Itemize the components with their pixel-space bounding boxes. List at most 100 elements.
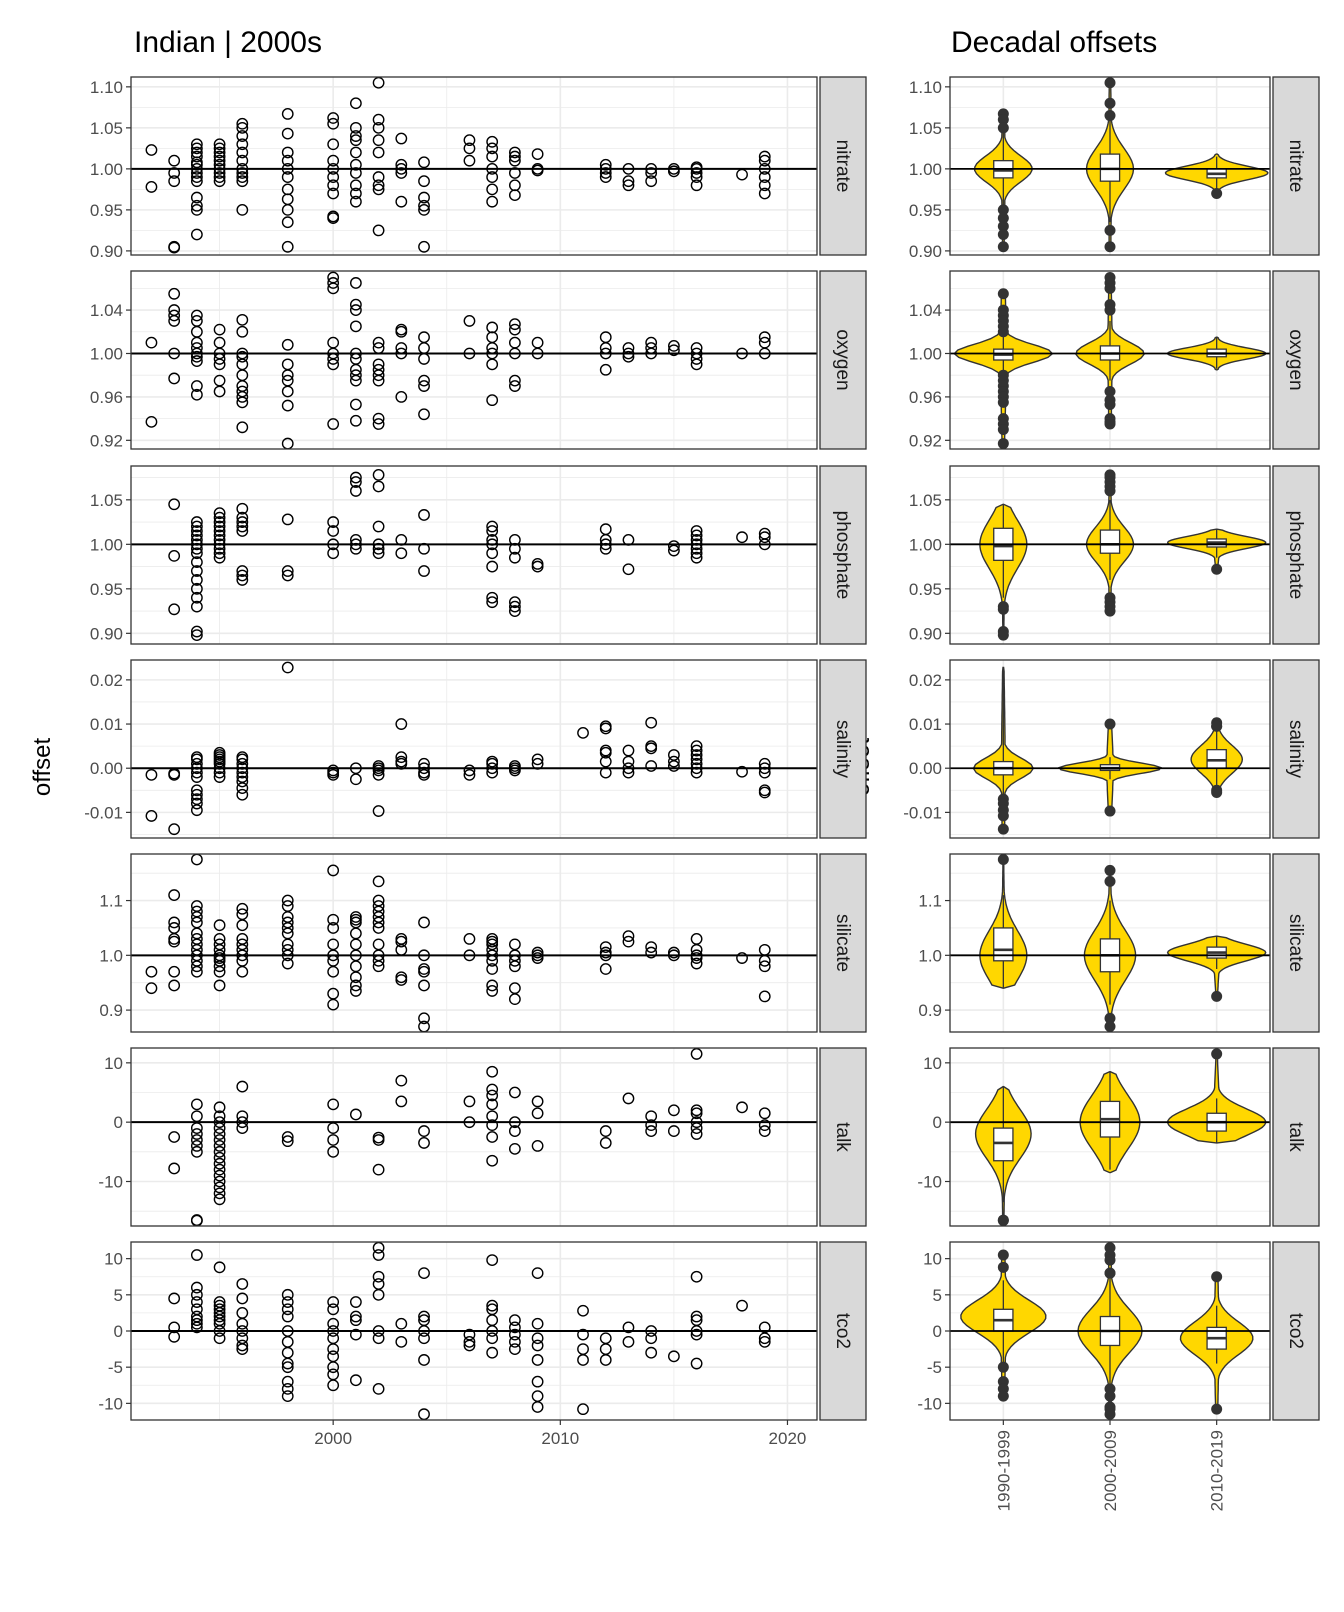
data-point — [327, 418, 340, 430]
data-point — [327, 353, 340, 365]
y-tick-label: 1.00 — [909, 535, 942, 554]
data-point — [486, 1299, 499, 1312]
data-point — [190, 1110, 203, 1123]
facet-strip — [1272, 659, 1320, 839]
data-point — [190, 175, 203, 188]
data-point — [349, 374, 362, 387]
data-point — [486, 520, 499, 533]
outlier-point — [997, 212, 1009, 224]
data-point — [190, 342, 203, 354]
data-point — [531, 1267, 544, 1280]
data-point — [622, 342, 635, 354]
data-point — [395, 325, 408, 338]
data-point — [690, 766, 703, 779]
data-point — [213, 520, 226, 533]
data-point — [213, 171, 226, 183]
panel-background — [131, 77, 817, 255]
data-point — [418, 199, 430, 212]
data-point — [418, 353, 430, 365]
panel-border — [130, 853, 818, 1033]
outlier-point — [997, 122, 1009, 134]
data-point — [418, 1012, 430, 1025]
data-point — [327, 171, 340, 183]
data-point — [168, 498, 181, 511]
data-point — [758, 1107, 771, 1120]
data-point — [508, 1328, 521, 1341]
panel-border — [130, 659, 818, 839]
y-tick-label: -0.01 — [903, 803, 942, 822]
data-point — [622, 1321, 635, 1334]
data-point — [236, 902, 249, 915]
data-point — [599, 722, 612, 735]
data-point — [622, 762, 635, 775]
data-point — [281, 1296, 294, 1308]
data-point — [168, 1321, 181, 1334]
outlier-point — [997, 326, 1009, 338]
y-tick-label: 10 — [104, 1250, 123, 1269]
data-point — [213, 323, 226, 336]
data-point — [349, 533, 362, 546]
data-point — [372, 538, 385, 551]
data-point — [213, 919, 226, 932]
data-point — [190, 1281, 203, 1294]
data-point — [213, 154, 226, 167]
data-point — [213, 1163, 226, 1176]
data-point — [690, 1328, 703, 1341]
data-point — [690, 533, 703, 546]
data-point — [758, 347, 771, 360]
data-point — [372, 179, 385, 192]
data-point — [213, 1310, 226, 1323]
y-tick-label: 1.00 — [909, 160, 942, 179]
data-point — [508, 764, 521, 777]
panel-background — [131, 1048, 817, 1226]
data-point — [327, 922, 340, 934]
data-point — [508, 318, 521, 331]
outlier-point — [1211, 1048, 1223, 1060]
data-point — [486, 1119, 499, 1132]
data-point — [372, 547, 385, 560]
data-point — [690, 162, 703, 175]
box-iqr — [993, 1127, 1014, 1162]
data-point — [190, 142, 203, 155]
outlier-point — [997, 438, 1009, 450]
x-tick-label: 2020 — [769, 1429, 807, 1448]
data-point — [281, 943, 294, 956]
outlier-point — [1211, 1403, 1223, 1415]
data-point — [190, 771, 203, 783]
data-point — [190, 797, 203, 810]
data-point — [418, 156, 430, 169]
violin-panel-talk: -10 0 10 talk — [917, 1047, 1320, 1227]
data-point — [190, 347, 203, 360]
data-point — [281, 203, 294, 216]
y-tick-label: -10 — [917, 1173, 942, 1192]
data-point — [622, 563, 635, 576]
data-point — [349, 414, 362, 427]
data-point — [372, 336, 385, 349]
scatter-plot-area: 0.900.951.001.051.10nitrate0.920.961.001… — [84, 76, 867, 1448]
data-point — [486, 171, 499, 183]
data-point — [372, 1382, 385, 1395]
y-tick-label: 0.9 — [918, 1001, 942, 1020]
data-point — [463, 949, 476, 962]
data-point — [372, 418, 385, 430]
data-point — [190, 162, 203, 175]
data-point — [190, 804, 203, 817]
data-point — [372, 374, 385, 387]
data-point — [463, 764, 476, 777]
data-point — [622, 175, 635, 188]
data-point — [372, 520, 385, 533]
data-point — [213, 965, 226, 978]
data-point — [531, 753, 544, 766]
y-tick-label: 0.95 — [90, 201, 123, 220]
data-point — [213, 353, 226, 365]
data-point — [508, 1343, 521, 1355]
data-point — [508, 596, 521, 609]
data-point — [281, 1288, 294, 1301]
scatter-panel-oxygen: 0.92 0.96 1.00 1.04 oxygen — [90, 270, 867, 450]
data-point — [327, 1134, 340, 1146]
y-tick-label: 1.04 — [909, 301, 942, 320]
data-point — [168, 979, 181, 992]
data-point — [349, 538, 362, 551]
data-point — [372, 480, 385, 493]
panel-border — [949, 1047, 1271, 1227]
